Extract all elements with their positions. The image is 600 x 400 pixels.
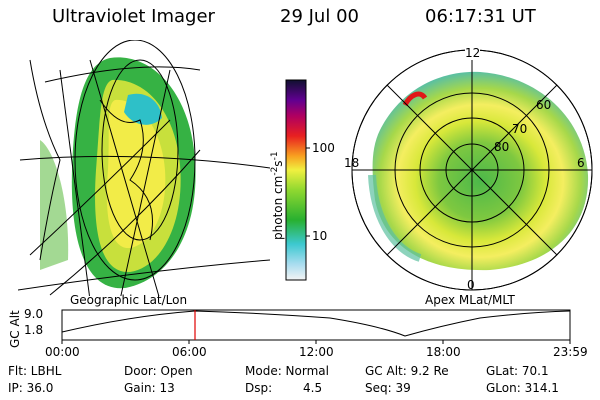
polar-grid — [351, 49, 593, 291]
colorbar-label-mid: s — [271, 160, 285, 167]
info-dsp: Dsp: — [245, 381, 273, 395]
mlat-label-60: 60 — [536, 98, 552, 112]
info-glat: GLat: 70.1 — [486, 364, 549, 378]
info-filter: Flt: LBHL — [8, 364, 62, 378]
info-glon: GLon: 314.1 — [486, 381, 559, 395]
timeline-x-tick-1200: 12:00 — [299, 345, 334, 359]
mlt-label-18: 18 — [344, 156, 360, 170]
colorbar-label: photon cm-2s-1 — [270, 151, 285, 240]
info-mode: Mode: Normal — [245, 364, 329, 378]
mlt-label-6: 6 — [577, 156, 585, 170]
colorbar-label-sup2: -1 — [270, 151, 280, 161]
polar-caption: Apex MLat/MLT — [425, 293, 515, 307]
colorbar-tick-label-100: 100 — [312, 141, 335, 155]
instrument-title: Ultraviolet Imager — [52, 6, 215, 27]
altitude-curve — [61, 310, 571, 337]
date-label: 29 Jul 00 — [280, 6, 359, 27]
colorbar-label-text: photon cm — [271, 175, 285, 240]
timeline-y-tick-1: 1.8 — [24, 323, 44, 337]
timeline-ticks — [61, 340, 571, 344]
mlt-label-12: 12 — [465, 46, 481, 60]
timeline-x-tick-1800: 18:00 — [426, 345, 461, 359]
mlt-label-0: 0 — [467, 278, 475, 292]
info-ip: IP: 36.0 — [8, 381, 54, 395]
timeline-frame — [61, 309, 571, 341]
info-gain: Gain: 13 — [124, 381, 175, 395]
timeline-y-tick-9: 9.0 — [24, 307, 44, 321]
timeline-y-label: GC Alt — [8, 310, 22, 348]
info-seq: Seq: 39 — [365, 381, 411, 395]
timeline-x-tick-0600: 06:00 — [172, 345, 207, 359]
info-gc-alt: GC Alt: 9.2 Re — [365, 364, 449, 378]
time-label: 06:17:31 UT — [425, 6, 536, 27]
info-dsp-value: 4.5 — [303, 381, 323, 395]
colorbar — [285, 79, 307, 281]
info-door: Door: Open — [124, 364, 193, 378]
geographic-grid — [18, 40, 270, 296]
geographic-caption: Geographic Lat/Lon — [70, 293, 188, 307]
colorbar-label-sup1: -2 — [270, 166, 280, 176]
geographic-image — [40, 57, 196, 289]
timeline-x-tick-0000: 00:00 — [45, 345, 80, 359]
timeline-x-tick-2359: 23:59 — [553, 345, 588, 359]
mlat-label-80: 80 — [494, 140, 510, 154]
mlat-label-70: 70 — [512, 122, 528, 136]
colorbar-tick-label-10: 10 — [312, 229, 328, 243]
